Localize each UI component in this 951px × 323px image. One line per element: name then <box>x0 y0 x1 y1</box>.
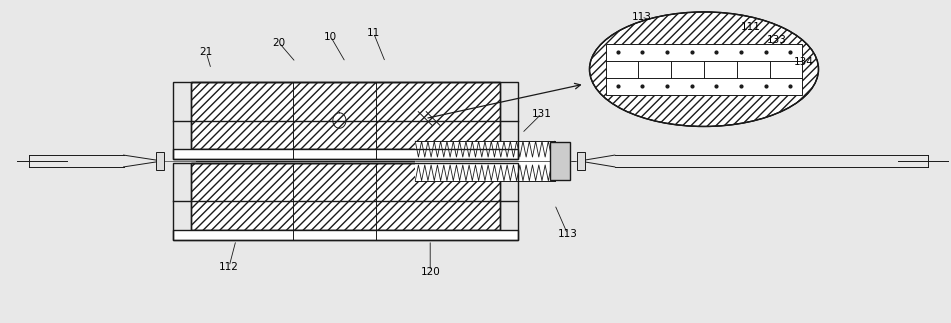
Bar <box>191 82 500 149</box>
Text: 11: 11 <box>367 28 380 38</box>
Text: 134: 134 <box>794 57 813 67</box>
Bar <box>173 82 517 159</box>
Text: 131: 131 <box>532 109 552 119</box>
Text: 21: 21 <box>200 47 213 57</box>
Bar <box>191 163 500 230</box>
Bar <box>606 44 803 95</box>
Bar <box>576 152 585 170</box>
Text: 10: 10 <box>324 32 338 42</box>
Text: 113: 113 <box>631 12 651 22</box>
Text: 120: 120 <box>420 266 440 276</box>
Bar <box>173 163 517 240</box>
Bar <box>173 149 517 159</box>
Text: 20: 20 <box>272 37 285 47</box>
Bar <box>550 142 570 180</box>
Bar <box>416 141 554 181</box>
Text: 133: 133 <box>767 35 786 45</box>
Text: 111: 111 <box>741 22 761 32</box>
Text: 113: 113 <box>557 229 577 239</box>
Bar <box>191 82 500 149</box>
Bar <box>173 230 517 240</box>
Bar <box>156 152 165 170</box>
Bar <box>191 163 500 230</box>
Text: 112: 112 <box>219 262 239 272</box>
Ellipse shape <box>590 12 819 127</box>
